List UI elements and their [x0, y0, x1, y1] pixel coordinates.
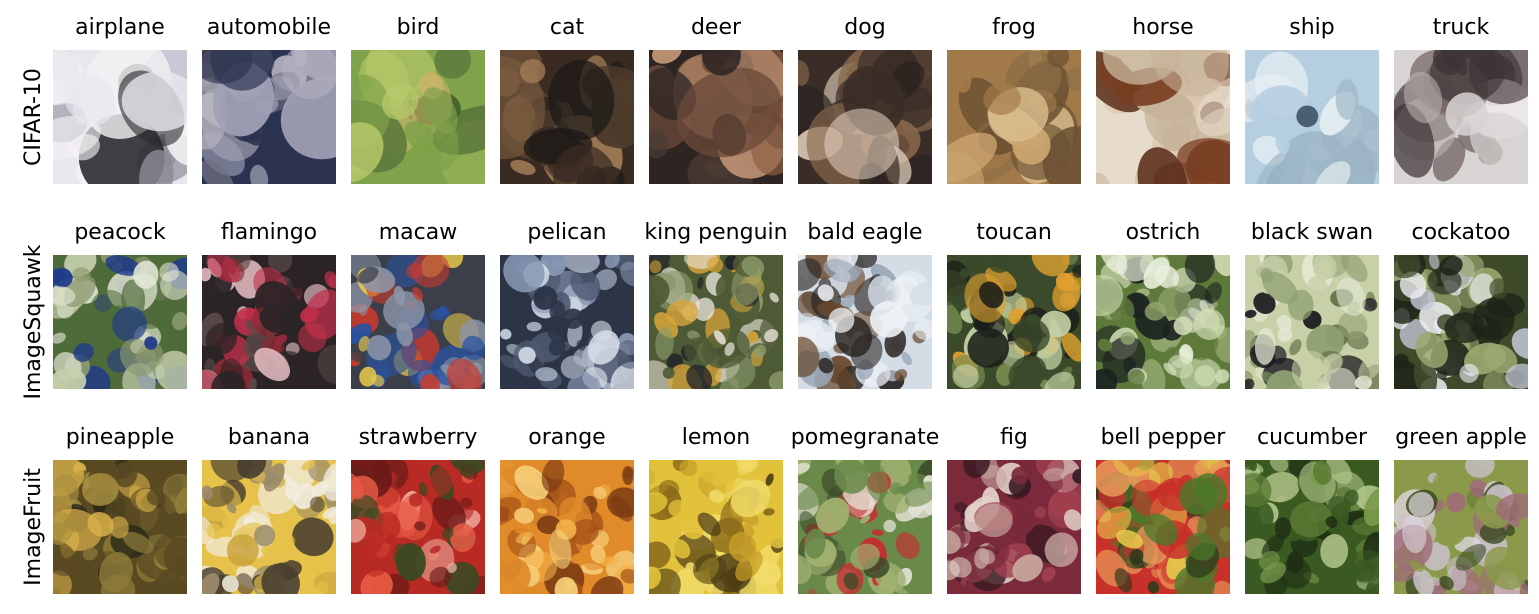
dataset-row: ImageFruit pineapple banana strawberry orang… [0, 424, 1539, 614]
image-cell: fig [947, 424, 1081, 594]
image-cell: bald eagle [798, 219, 932, 389]
horse-image [1096, 50, 1230, 184]
class-label: deer [690, 15, 742, 40]
class-label: dog [844, 15, 886, 40]
dataset-label: ImageSquawk [21, 244, 46, 400]
class-label: green apple [1395, 425, 1527, 450]
image-cell: ostrich [1096, 219, 1230, 389]
class-label: flamingo [220, 220, 318, 245]
class-label: strawberry [358, 425, 478, 450]
class-label: bird [396, 15, 440, 40]
dataset-label: CIFAR-10 [21, 68, 46, 166]
image-cell: banana [202, 424, 336, 594]
class-label: cockatoo [1411, 220, 1511, 245]
lemon-image [649, 460, 783, 594]
class-label: bald eagle [807, 220, 923, 245]
image-cell: airplane [53, 14, 187, 184]
image-cell: pomegranate [791, 424, 939, 594]
strawberry-image [351, 460, 485, 594]
image-cell: horse [1096, 14, 1230, 184]
bird-image [351, 50, 485, 184]
image-cell: peacock [53, 219, 187, 389]
pineapple-image [53, 460, 187, 594]
image-cell: pineapple [53, 424, 187, 594]
image-cell: bell pepper [1096, 424, 1230, 594]
class-label: horse [1132, 15, 1194, 40]
truck-image [1394, 50, 1528, 184]
class-label: automobile [206, 15, 332, 40]
image-cell: strawberry [351, 424, 485, 594]
image-cell: toucan [947, 219, 1081, 389]
orange-image [500, 460, 634, 594]
class-label: macaw [378, 220, 458, 245]
image-cell: pelican [500, 219, 634, 389]
image-cell: frog [947, 14, 1081, 184]
dataset-row: ImageSquawk peacock flamingo macaw pelican ki… [0, 219, 1539, 409]
image-cell: macaw [351, 219, 485, 389]
toucan-image [947, 255, 1081, 389]
class-label: pomegranate [790, 425, 940, 450]
automobile-image [202, 50, 336, 184]
black-swan-image [1245, 255, 1379, 389]
image-cell: black swan [1245, 219, 1379, 389]
image-cell: cockatoo [1394, 219, 1528, 389]
ship-image [1245, 50, 1379, 184]
macaw-image [351, 255, 485, 389]
class-label: pineapple [65, 425, 175, 450]
class-label: ship [1289, 15, 1335, 40]
dataset-row: CIFAR-10 airplane automobile bird cat deer dog… [0, 14, 1539, 204]
bald-eagle-image [798, 255, 932, 389]
green-apple-image [1394, 460, 1528, 594]
class-label: pelican [527, 220, 607, 245]
image-cell: automobile [202, 14, 336, 184]
class-label: truck [1432, 15, 1490, 40]
ostrich-image [1096, 255, 1230, 389]
image-cell: king penguin [644, 219, 788, 389]
deer-image [649, 50, 783, 184]
banana-image [202, 460, 336, 594]
king-penguin-image [649, 255, 783, 389]
image-cell: cat [500, 14, 634, 184]
image-cell: cucumber [1245, 424, 1379, 594]
class-label: orange [528, 425, 606, 450]
class-label: ostrich [1125, 220, 1201, 245]
image-cell: lemon [649, 424, 783, 594]
dog-image [798, 50, 932, 184]
fig-image [947, 460, 1081, 594]
class-label: frog [992, 15, 1036, 40]
bell-pepper-image [1096, 460, 1230, 594]
peacock-image [53, 255, 187, 389]
airplane-image [53, 50, 187, 184]
image-cell: truck [1394, 14, 1528, 184]
frog-image [947, 50, 1081, 184]
pelican-image [500, 255, 634, 389]
image-cell: bird [351, 14, 485, 184]
class-label: king penguin [644, 220, 788, 245]
dataset-label: ImageFruit [21, 468, 46, 586]
cockatoo-image [1394, 255, 1528, 389]
flamingo-image [202, 255, 336, 389]
class-label: peacock [74, 220, 166, 245]
class-label: lemon [681, 425, 751, 450]
cucumber-image [1245, 460, 1379, 594]
class-label: fig [1000, 425, 1028, 450]
pomegranate-image [798, 460, 932, 594]
class-label: bell pepper [1100, 425, 1226, 450]
image-cell: orange [500, 424, 634, 594]
class-label: cucumber [1256, 425, 1368, 450]
image-cell: green apple [1394, 424, 1528, 594]
image-cell: ship [1245, 14, 1379, 184]
cat-image [500, 50, 634, 184]
class-label: toucan [976, 220, 1052, 245]
image-cell: dog [798, 14, 932, 184]
class-label: banana [227, 425, 311, 450]
image-cell: flamingo [202, 219, 336, 389]
class-label: airplane [75, 15, 165, 40]
class-label: cat [549, 15, 585, 40]
image-cell: deer [649, 14, 783, 184]
class-label: black swan [1250, 220, 1374, 245]
